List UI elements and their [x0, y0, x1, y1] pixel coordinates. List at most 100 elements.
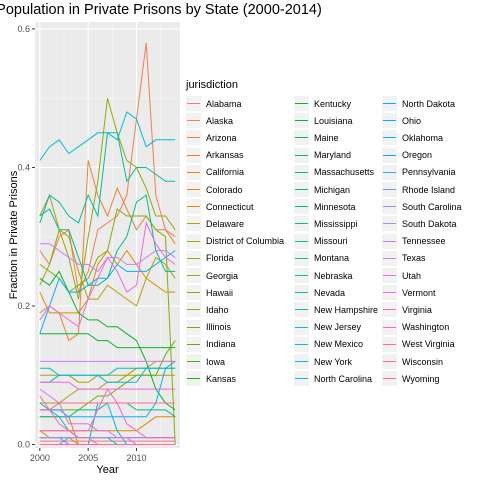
legend-key	[382, 96, 397, 111]
legend-label: Massachusetts	[314, 167, 375, 178]
legend-key	[382, 147, 397, 163]
legend-key	[294, 96, 309, 111]
legend-key	[382, 268, 397, 283]
series-line-washington	[39, 388, 176, 439]
legend-item-indiana: Indiana	[186, 336, 236, 353]
legend-label: West Virginia	[402, 339, 455, 350]
legend-key	[186, 250, 201, 266]
legend-item-new-mexico: New Mexico	[294, 336, 363, 353]
legend-item-hawaii: Hawaii	[186, 284, 233, 301]
legend-label: Indiana	[206, 339, 236, 350]
series-line-new-jersey	[39, 367, 176, 383]
legend-item-washington: Washington	[382, 319, 449, 336]
legend-label: Georgia	[206, 270, 239, 281]
legend-item-florida: Florida	[186, 250, 234, 267]
legend-key	[294, 199, 309, 215]
legend-label: North Carolina	[314, 373, 373, 384]
legend-item-new-york: New York	[294, 353, 352, 370]
legend-key	[382, 336, 397, 352]
legend-item-oregon: Oregon	[382, 147, 432, 164]
legend-key	[294, 336, 309, 352]
series-line-new-mexico	[39, 111, 176, 161]
legend-key	[186, 147, 201, 163]
legend-label: Nebraska	[314, 270, 353, 281]
series-line-wisconsin	[39, 395, 176, 445]
legend-item-texas: Texas	[382, 250, 426, 267]
legend-key	[382, 130, 397, 146]
legend-key	[294, 147, 309, 163]
legend-key	[186, 182, 201, 197]
legend-label: Kentucky	[314, 98, 352, 109]
legend-key	[382, 354, 397, 369]
legend-item-oklahoma: Oklahoma	[382, 129, 443, 146]
legend-label: Rhode Island	[402, 184, 456, 195]
legend-label: Michigan	[314, 184, 351, 195]
legend-item-kansas: Kansas	[186, 370, 236, 387]
legend-item-nebraska: Nebraska	[294, 267, 353, 284]
x-axis-label: Year	[96, 464, 119, 476]
legend-key	[186, 319, 201, 335]
legend-label: Arkansas	[206, 150, 244, 161]
legend-key	[382, 216, 397, 232]
legend-item-north-carolina: North Carolina	[294, 370, 372, 387]
legend-item-south-dakota: South Dakota	[382, 215, 457, 232]
legend-key	[382, 285, 397, 301]
legend-item-alabama: Alabama	[186, 95, 242, 112]
legend-key	[294, 130, 309, 146]
legend-key	[382, 302, 397, 318]
legend-key	[382, 233, 397, 249]
legend-key	[382, 319, 397, 335]
legend-label: Tennessee	[402, 236, 446, 247]
legend-label: Colorado	[206, 184, 243, 195]
legend-label: South Dakota	[402, 218, 457, 229]
legend-label: Wisconsin	[402, 356, 444, 367]
legend-item-north-dakota: North Dakota	[382, 95, 455, 112]
legend-label: Louisiana	[314, 115, 353, 126]
y-tick-label: 0.4	[17, 162, 30, 172]
legend-label: South Carolina	[402, 201, 462, 212]
legend-label: Arizona	[206, 132, 237, 143]
y-tick-label: 0.0	[17, 440, 30, 450]
legend-item-minnesota: Minnesota	[294, 198, 356, 215]
legend-label: Minnesota	[314, 201, 356, 212]
legend-key	[186, 302, 201, 318]
legend-label: District of Columbia	[206, 236, 285, 247]
legend-item-district-of-columbia: District of Columbia	[186, 233, 284, 250]
legend-key	[294, 319, 309, 335]
legend-key	[294, 182, 309, 197]
legend-label: New York	[314, 356, 353, 367]
legend-item-south-carolina: South Carolina	[382, 198, 462, 215]
legend-key	[186, 199, 201, 215]
legend-key	[186, 233, 201, 249]
legend-item-connecticut: Connecticut	[186, 198, 254, 215]
series-line-district-of-columbia	[39, 193, 176, 307]
legend-item-virginia: Virginia	[382, 301, 432, 318]
legend-key	[186, 113, 201, 129]
x-tick-label: 2005	[78, 453, 98, 463]
legend-label: Florida	[206, 253, 234, 264]
legend-key	[294, 354, 309, 369]
legend-label: Maine	[314, 132, 339, 143]
series-line-ohio	[39, 360, 176, 418]
plot-panel	[35, 22, 180, 448]
legend-label: Delaware	[206, 218, 245, 229]
legend-item-arkansas: Arkansas	[186, 147, 244, 164]
x-tick-label: 2000	[30, 453, 50, 463]
series-line-hawaii	[39, 98, 176, 300]
legend-label: Connecticut	[206, 201, 254, 212]
legend-item-tennessee: Tennessee	[382, 233, 446, 250]
legend-item-vermont: Vermont	[382, 284, 436, 301]
legend-item-illinois: Illinois	[186, 319, 231, 336]
legend-label: Iowa	[206, 356, 226, 367]
legend-label: North Dakota	[402, 98, 456, 109]
series-line-oklahoma	[39, 250, 176, 334]
legend-item-montana: Montana	[294, 250, 349, 267]
legend-label: California	[206, 167, 245, 178]
legend-item-wyoming: Wyoming	[382, 370, 439, 387]
legend-key	[382, 182, 397, 197]
legend-key	[294, 250, 309, 266]
legend-label: Virginia	[402, 304, 432, 315]
legend-label: Illinois	[206, 322, 232, 333]
legend-key	[294, 268, 309, 283]
